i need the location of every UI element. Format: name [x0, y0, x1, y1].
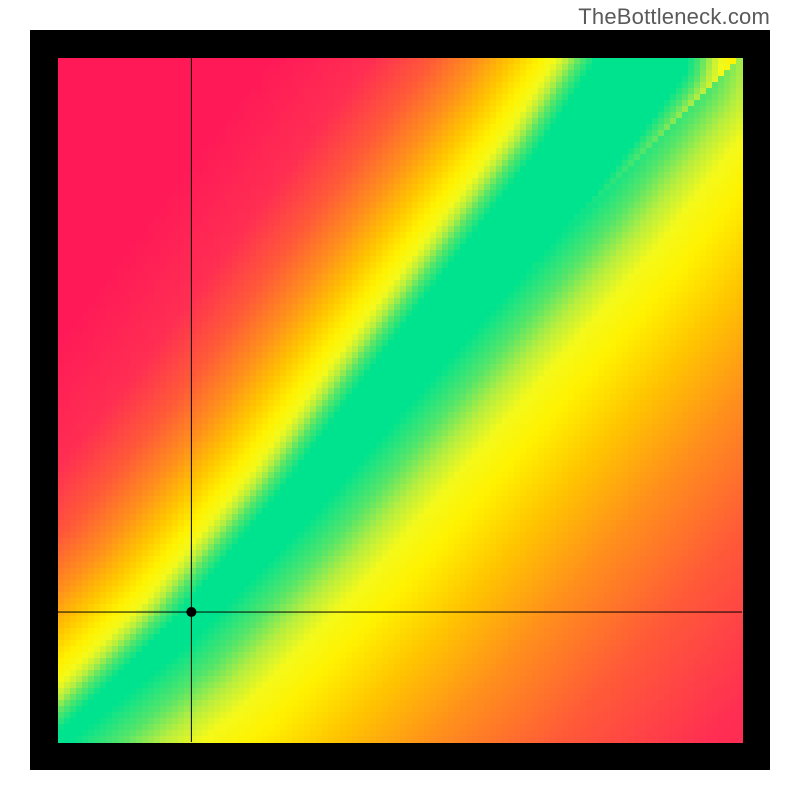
heatmap-canvas [30, 30, 770, 770]
watermark-text: TheBottleneck.com [578, 4, 770, 30]
heatmap-canvas-wrap [30, 30, 770, 770]
chart-container: TheBottleneck.com [0, 0, 800, 800]
